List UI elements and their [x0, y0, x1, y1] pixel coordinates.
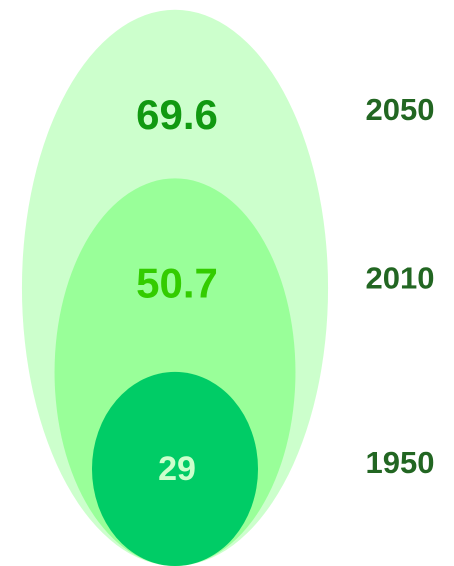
category-label: 2050	[366, 92, 435, 127]
ellipse	[91, 371, 259, 566]
value-label: 69.6	[136, 91, 218, 138]
value-label: 29	[158, 450, 196, 488]
category-label: 2010	[366, 261, 435, 296]
value-label: 50.7	[136, 259, 218, 306]
category-label: 1950	[366, 445, 435, 480]
